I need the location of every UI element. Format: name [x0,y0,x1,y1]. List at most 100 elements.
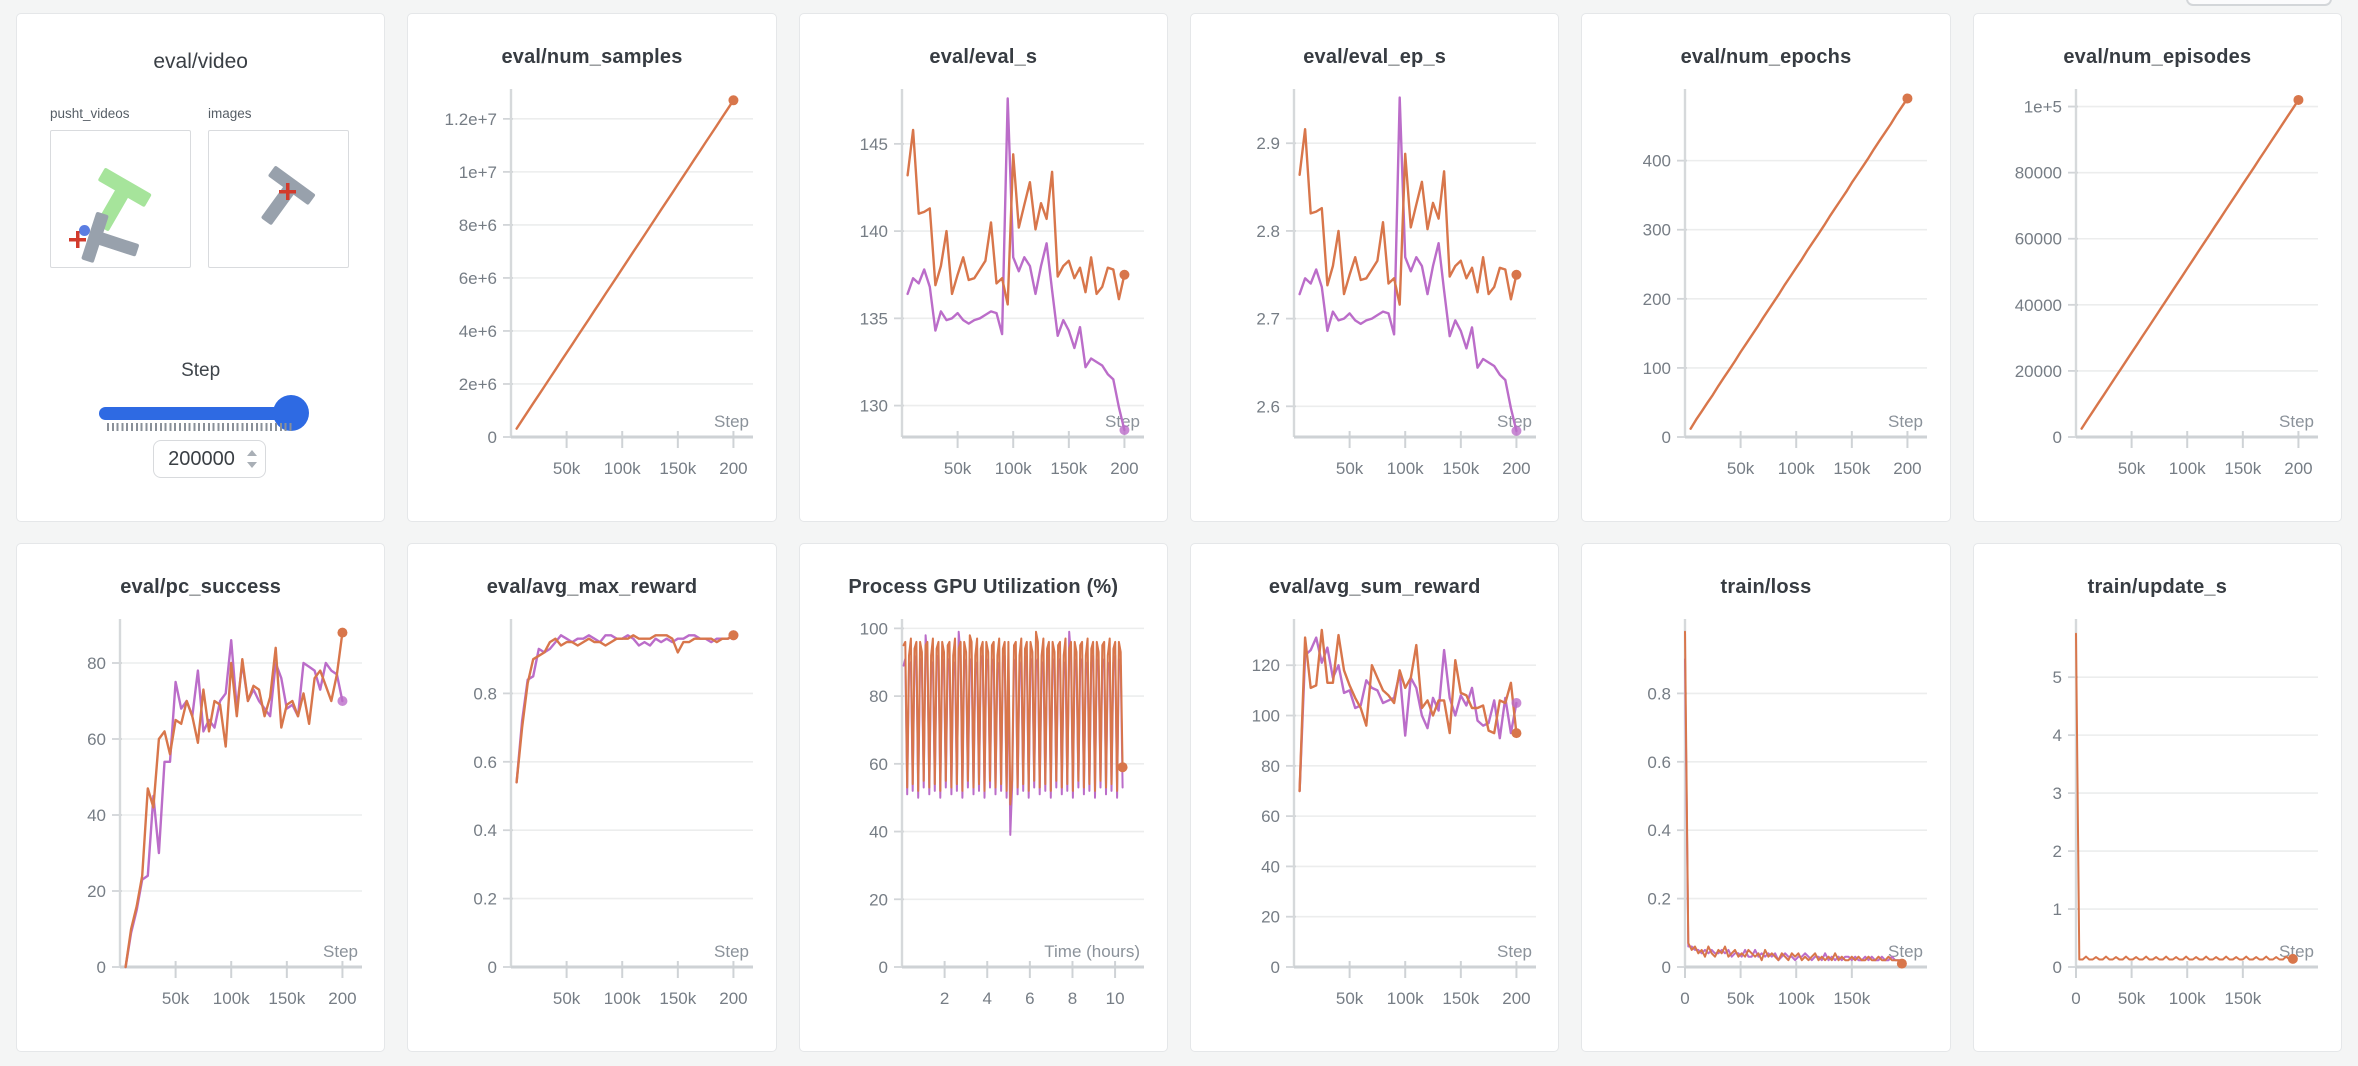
x-tick-label: 100k [2169,989,2206,1008]
y-tick-label: 0 [488,958,497,977]
series-end-dot-orange [2288,953,2299,964]
chart-plot[interactable]: 0 20000 40000 60000 80000 1e+5 50k 100k 150k 200 S… [1974,85,2341,505]
y-tick-label: 0.2 [1647,890,1671,909]
x-axis-label: Step [1888,942,1923,961]
chart-plot[interactable]: 0 0.2 0.4 0.6 0.8 50k 100k 150k 200 Step [408,615,775,1035]
x-tick-label: 100k [2169,459,2206,478]
pusht-videos-thumbnail[interactable] [50,130,191,268]
y-tick-label: 40 [869,823,888,842]
chart-plot[interactable]: 0 20 40 60 80 100 120 50k 100k 150k 200 Step [1191,615,1558,1035]
x-tick-label: 100k [995,459,1032,478]
chart-plot[interactable]: 0 1 2 3 4 5 0 50k 100k 150k Step [1974,615,2341,1035]
x-tick-label: 200 [1502,459,1530,478]
series-line-orange [2075,632,2295,961]
y-tick-label: 20000 [2015,362,2062,381]
series-end-dot-orange [1511,728,1522,739]
x-tick-label: 2 [940,989,949,1008]
chart-title: eval/num_samples [501,46,683,68]
step-input-wrap [153,440,266,478]
x-tick-label: 6 [1025,989,1034,1008]
x-tick-label: 150k [1442,989,1479,1008]
y-tick-label: 2.9 [1256,134,1280,153]
images-thumbnail[interactable] [208,130,349,268]
y-tick-label: 130 [860,397,888,416]
chart-title: eval/num_epochs [1680,46,1852,68]
chart-plot[interactable]: 0 100 200 300 400 50k 100k 150k 200 Step [1582,85,1949,505]
agent-dot [79,225,90,236]
chart-plot[interactable]: 0 20 40 60 80 100 2 4 6 8 10 Time (hours) [800,615,1167,1035]
x-axis-label: Step [1497,942,1532,961]
step-input[interactable] [153,440,266,478]
y-tick-label: 0.6 [1647,753,1671,772]
x-tick-label: 0 [1680,989,1689,1008]
y-tick-label: 20 [1261,908,1280,927]
x-tick-label: 50k [553,459,581,478]
series-end-dot-purple [337,696,348,706]
x-tick-label: 100k [1778,459,1815,478]
chart-plot[interactable]: 0 2e+6 4e+6 6e+6 8e+6 1e+7 1.2e+7 50k 100k 150k 20… [408,85,775,505]
y-tick-label: 8e+6 [459,216,497,235]
x-tick-label: 4 [983,989,992,1008]
target-cross-icon [69,231,86,248]
panel-train-update-s: train/update_s 0 1 2 3 4 5 0 50k 100k 150k Step [1972,543,2342,1052]
series-end-dot-orange [728,630,739,641]
y-tick-label: 2.6 [1256,397,1280,416]
x-tick-label: 50k [944,459,972,478]
y-tick-label: 1e+5 [2024,98,2062,117]
x-axis-label: Step [2279,412,2314,431]
series-end-dot-orange [2293,94,2304,105]
chart-svg: 0 2e+6 4e+6 6e+6 8e+6 1e+7 1.2e+7 50k 100k 150k 20… [445,89,753,478]
series-end-dot-orange [1511,269,1522,280]
series-line-orange [124,631,344,969]
x-tick-label: 50k [1727,459,1755,478]
y-tick-label: 0 [879,958,888,977]
y-tick-label: 100 [1251,707,1279,726]
y-tick-label: 2 [2053,842,2062,861]
y-tick-label: 200 [1643,290,1671,309]
step-slider[interactable] [99,407,302,420]
y-tick-label: 0 [2053,958,2062,977]
x-tick-label: 200 [1502,989,1530,1008]
x-tick-label: 100k [1386,989,1423,1008]
series-end-dot-orange [1117,762,1128,773]
x-tick-label: 0 [2072,989,2081,1008]
series-line-purple [1298,636,1518,793]
media-label: pusht_videos [50,106,130,121]
y-tick-label: 40 [1261,857,1280,876]
stepper-arrows-icon[interactable] [247,449,257,469]
y-tick-label: 1e+7 [459,163,497,182]
x-tick-label: 50k [2118,459,2146,478]
x-tick-label: 100k [604,989,641,1008]
chart-plot[interactable]: 0 20 40 60 80 50k 100k 150k 200 Step [17,615,384,1035]
y-tick-label: 60 [869,755,888,774]
y-tick-label: 40000 [2015,296,2062,315]
y-tick-label: 80 [87,654,106,673]
y-tick-label: 20 [869,890,888,909]
x-tick-label: 150k [1051,459,1088,478]
chart-title: Process GPU Utilization (%) [848,576,1119,598]
y-tick-label: 80 [869,687,888,706]
y-tick-label: 0 [1270,958,1279,977]
y-tick-label: 0.6 [473,753,497,772]
step-slider-label: Step [181,360,221,381]
chart-title: eval/avg_sum_reward [1268,576,1481,598]
series-line-orange [1298,128,1518,306]
x-axis-label: Step [1888,412,1923,431]
x-tick-label: 200 [1111,459,1139,478]
series-end-dot-orange [337,627,348,638]
y-tick-label: 20 [87,882,106,901]
y-tick-label: 80 [1261,757,1280,776]
chart-plot[interactable]: 0 0.2 0.4 0.6 0.8 0 50k 100k 150k Step [1582,615,1949,1035]
series-end-dot-purple [1511,425,1522,436]
y-tick-label: 0 [488,428,497,447]
x-tick-label: 150k [2225,989,2262,1008]
y-tick-label: 0.8 [473,684,497,703]
media-pusht-videos: pusht_videos [50,106,191,268]
x-tick-label: 200 [1893,459,1921,478]
series-line-orange [902,630,1124,806]
chart-svg: 0 20 40 60 80 50k 100k 150k 200 Step [87,619,362,1008]
x-axis-label: Step [323,942,358,961]
chart-plot[interactable]: 2.6 2.7 2.8 2.9 50k 100k 150k 200 Step [1191,85,1558,505]
panel-process-gpu-utilization: Process GPU Utilization (%) 0 20 40 60 80 100… [798,543,1168,1052]
chart-plot[interactable]: 130 135 140 145 50k 100k 150k 200 Step [800,85,1167,505]
